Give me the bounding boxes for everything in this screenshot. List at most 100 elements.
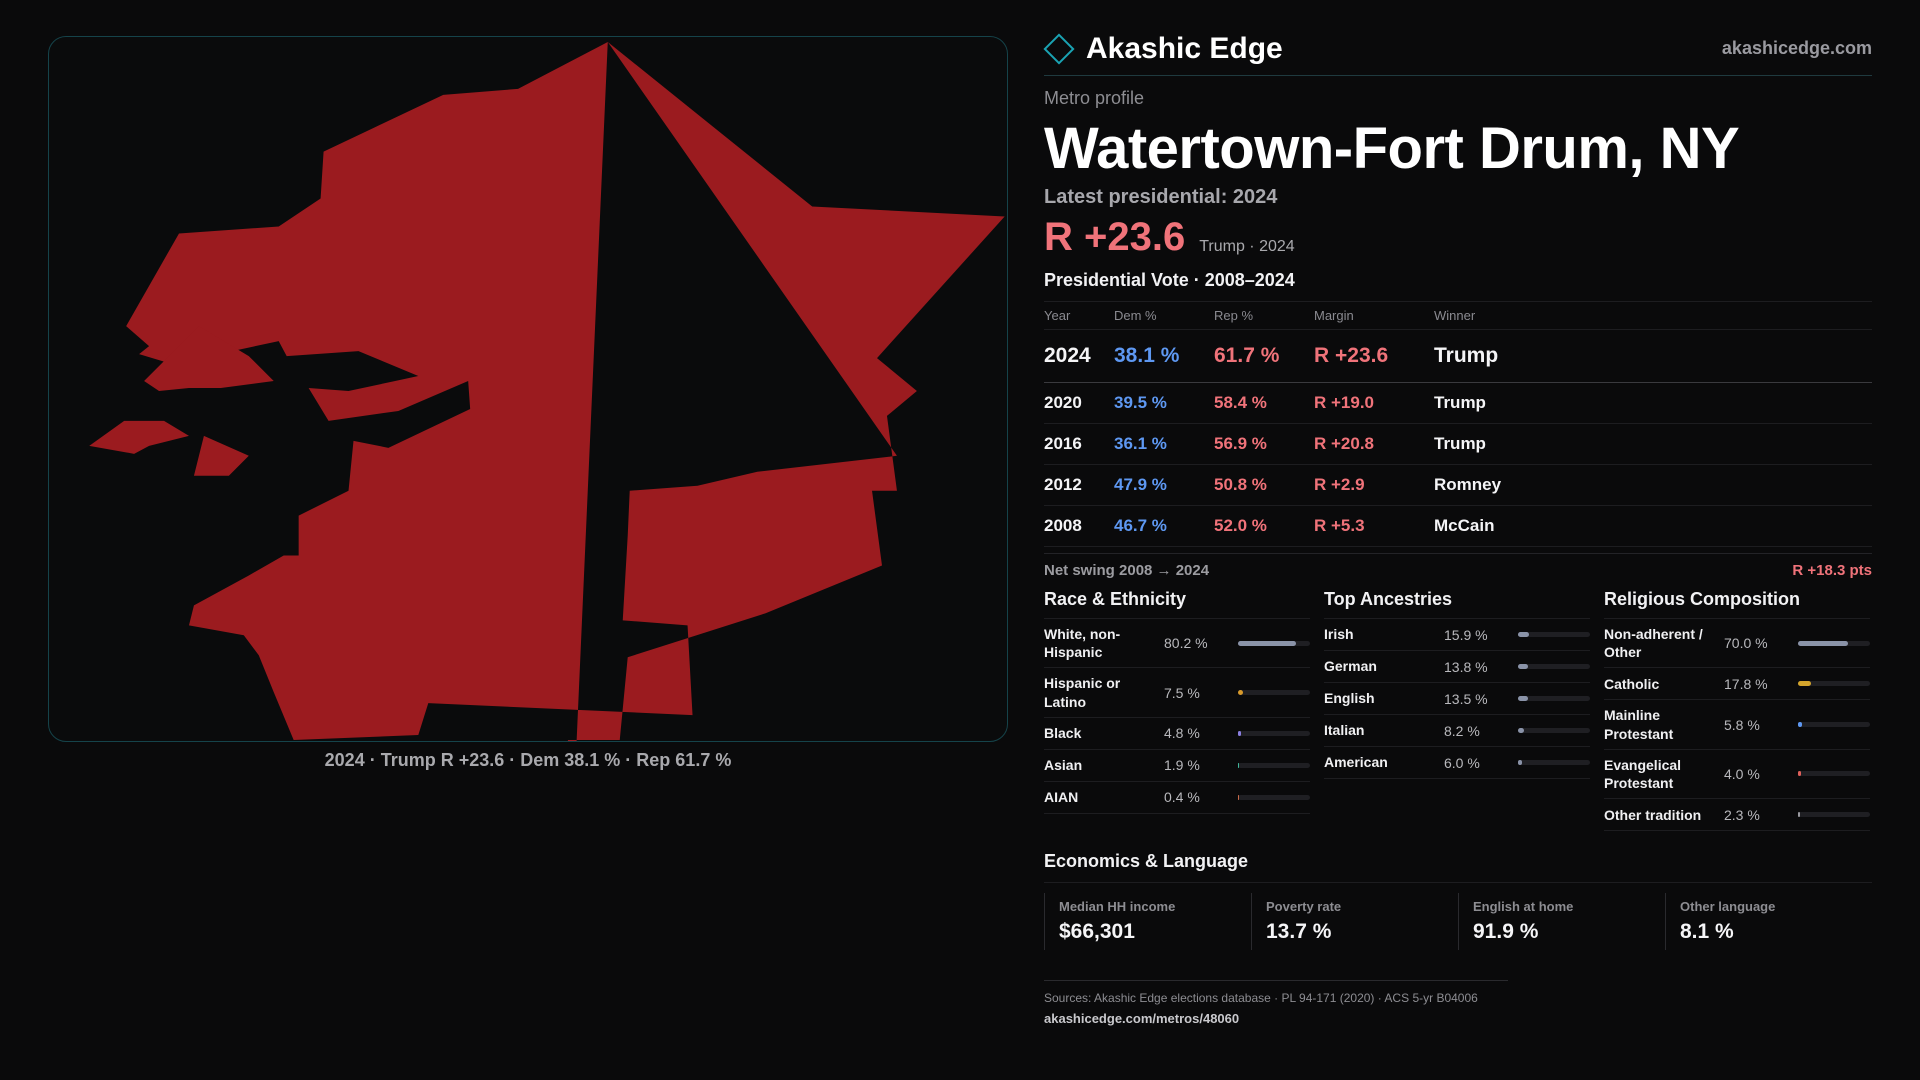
list-item: Catholic 17.8 % — [1604, 668, 1870, 701]
list-item: Italian 8.2 % — [1324, 715, 1590, 747]
list-item: Asian 1.9 % — [1044, 750, 1310, 782]
item-label: Other tradition — [1604, 806, 1702, 823]
source-url-link[interactable]: akashicedge.com/metros/48060 — [1044, 1011, 1240, 1027]
item-value: 7.5 % — [1164, 684, 1200, 701]
share-bar — [1238, 690, 1310, 696]
table-row[interactable]: 2024 38.1 % 61.7 % R +23.6 Trump — [1044, 329, 1872, 383]
profile-panel: Akashic Edge akashicedge.com Metro profi… — [1043, 32, 1872, 1026]
stat-median-income: Median HH income $66,301 — [1044, 893, 1251, 951]
share-bar-fill — [1518, 632, 1530, 637]
item-value: 15.9 % — [1444, 626, 1488, 643]
share-bar-fill — [1798, 771, 1801, 777]
item-label: Irish — [1324, 626, 1354, 643]
latest-label: Latest presidential: 2024 — [1044, 186, 1278, 208]
county-shape[interactable] — [126, 41, 1005, 741]
stat-value: 13.7 % — [1266, 920, 1332, 944]
cell-rep: 61.7 % — [1214, 329, 1314, 383]
item-value: 5.8 % — [1724, 716, 1760, 733]
map-caption: 2024 · Trump R +23.6 · Dem 38.1 % · Rep … — [324, 750, 732, 770]
share-bar-fill — [1238, 640, 1296, 646]
cell-winner: Romney — [1434, 464, 1872, 506]
map-panel[interactable] — [48, 36, 1008, 742]
share-bar — [1238, 762, 1310, 768]
header: Akashic Edge akashicedge.com — [1043, 32, 1872, 76]
list-item: Other tradition 2.3 % — [1604, 799, 1870, 832]
demographics: Race & Ethnicity White, non-Hispanic 80.2… — [1044, 589, 1872, 832]
share-bar — [1518, 728, 1590, 733]
share-bar-fill — [1798, 812, 1800, 818]
col-year: Year — [1044, 301, 1114, 330]
item-value: 6.0 % — [1444, 754, 1480, 771]
list-item: Irish 15.9 % — [1324, 619, 1590, 651]
share-bar-fill — [1798, 722, 1803, 728]
county-map[interactable] — [49, 37, 1007, 741]
big-margin: R +23.6 — [1044, 215, 1186, 259]
share-bar — [1798, 681, 1870, 687]
ancestry-title: Top Ancestries — [1324, 589, 1590, 619]
share-bar-fill — [1238, 762, 1240, 768]
item-value: 17.8 % — [1724, 675, 1768, 692]
county-shape-west[interactable] — [89, 326, 274, 476]
stat-english-at-home: English at home 91.9 % — [1458, 893, 1665, 951]
stat-label: Other language — [1680, 899, 1776, 915]
cell-winner: Trump — [1434, 382, 1872, 424]
race-section: Race & Ethnicity White, non-Hispanic 80.2… — [1044, 589, 1310, 831]
cell-year: 2020 — [1044, 382, 1114, 424]
swing-label: Net swing 2008 → 2024 — [1044, 562, 1210, 579]
share-bar-fill — [1518, 728, 1524, 733]
race-list: White, non-Hispanic 80.2 % Hispanic or Lat… — [1044, 619, 1310, 814]
list-item: American 6.0 % — [1324, 747, 1590, 779]
table-row[interactable]: 2012 47.9 % 50.8 % R +2.9 Romney — [1044, 464, 1872, 506]
brand[interactable]: Akashic Edge — [1043, 32, 1283, 66]
latest-margin: R +23.6 Trump · 2024 — [1044, 215, 1872, 260]
brand-url-link[interactable]: akashicedge.com — [1721, 38, 1872, 58]
cell-dem: 36.1 % — [1114, 423, 1214, 465]
cell-winner: McCain — [1434, 505, 1872, 547]
item-value: 13.8 % — [1444, 658, 1488, 675]
table-row[interactable]: 2008 46.7 % 52.0 % R +5.3 McCain — [1044, 505, 1872, 547]
list-item: White, non-Hispanic 80.2 % — [1044, 619, 1310, 669]
share-bar-fill — [1238, 794, 1240, 800]
cell-rep: 50.8 % — [1214, 464, 1314, 506]
list-item: Mainline Protestant 5.8 % — [1604, 700, 1870, 750]
cell-rep: 58.4 % — [1214, 382, 1314, 424]
cell-year: 2016 — [1044, 423, 1114, 465]
share-bar — [1238, 640, 1310, 646]
share-bar-fill — [1798, 640, 1849, 646]
ancestry-section: Top Ancestries Irish 15.9 % German 13.8 % En… — [1324, 589, 1590, 831]
cell-dem: 39.5 % — [1114, 382, 1214, 424]
cell-rep: 56.9 % — [1214, 423, 1314, 465]
stat-label: Median HH income — [1059, 899, 1176, 915]
item-value: 2.3 % — [1724, 806, 1760, 823]
cell-year: 2008 — [1044, 505, 1114, 547]
vote-table: Year Dem % Rep % Margin Winner 2024 38.1… — [1044, 301, 1872, 547]
item-label: Mainline Protestant — [1604, 707, 1674, 742]
stat-value: 91.9 % — [1473, 920, 1539, 944]
item-value: 4.0 % — [1724, 765, 1760, 782]
item-label: Black — [1044, 725, 1082, 742]
share-bar-fill — [1798, 681, 1811, 687]
item-label: German — [1324, 658, 1377, 675]
share-bar — [1238, 794, 1310, 800]
cell-year: 2012 — [1044, 464, 1114, 506]
eyebrow: Metro profile — [1044, 88, 1145, 108]
table-row[interactable]: 2020 39.5 % 58.4 % R +19.0 Trump — [1044, 382, 1872, 424]
cell-margin: R +23.6 — [1314, 329, 1434, 383]
sources: Sources: Akashic Edge elections database… — [1044, 980, 1508, 1026]
share-bar — [1518, 696, 1590, 701]
cell-rep: 52.0 % — [1214, 505, 1314, 547]
stat-other-language: Other language 8.1 % — [1665, 893, 1872, 951]
religion-list: Non-adherent / Other 70.0 % Catholic 17.8 %… — [1604, 619, 1870, 832]
economics-title: Economics & Language — [1044, 851, 1872, 884]
item-label: English — [1324, 690, 1375, 707]
item-label: American — [1324, 754, 1388, 771]
religion-title: Religious Composition — [1604, 589, 1870, 619]
table-row[interactable]: 2016 36.1 % 56.9 % R +20.8 Trump — [1044, 423, 1872, 465]
cell-margin: R +5.3 — [1314, 505, 1434, 547]
big-margin-sub: Trump · 2024 — [1199, 238, 1295, 255]
cell-winner: Trump — [1434, 329, 1872, 383]
share-bar-fill — [1238, 730, 1242, 736]
share-bar — [1798, 771, 1870, 777]
stat-poverty-rate: Poverty rate 13.7 % — [1251, 893, 1458, 951]
cell-year: 2024 — [1044, 329, 1114, 383]
